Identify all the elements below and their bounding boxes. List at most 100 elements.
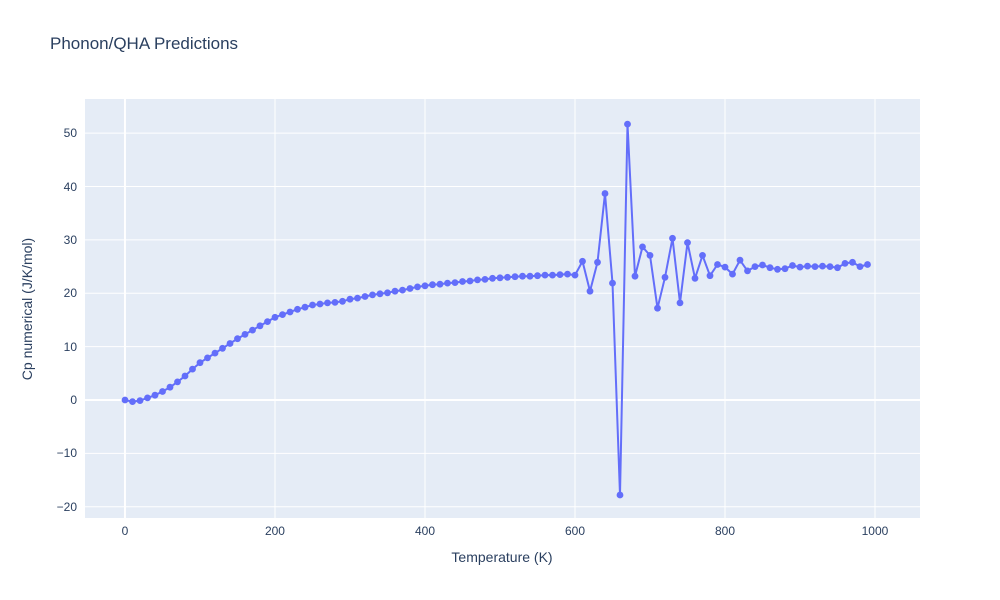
data-point[interactable] — [136, 397, 144, 404]
data-point[interactable] — [181, 372, 189, 380]
data-point[interactable] — [571, 271, 579, 279]
data-point[interactable] — [391, 287, 399, 295]
data-point[interactable] — [316, 300, 324, 308]
data-point[interactable] — [609, 279, 616, 287]
data-point[interactable] — [219, 344, 226, 352]
data-point[interactable] — [714, 261, 721, 268]
data-point[interactable] — [309, 301, 316, 309]
data-point[interactable] — [384, 289, 391, 297]
data-point[interactable] — [549, 271, 556, 279]
data-point[interactable] — [526, 272, 534, 280]
data-point[interactable] — [534, 272, 541, 280]
data-point[interactable] — [661, 273, 669, 281]
data-point[interactable] — [436, 280, 444, 288]
plot-canvas[interactable] — [85, 99, 920, 518]
data-point[interactable] — [256, 322, 264, 330]
data-point[interactable] — [579, 257, 586, 265]
data-point[interactable] — [586, 287, 594, 295]
data-point[interactable] — [129, 398, 136, 405]
data-point[interactable] — [511, 273, 519, 281]
data-point[interactable] — [234, 335, 241, 343]
data-point[interactable] — [796, 263, 804, 271]
data-point[interactable] — [301, 303, 309, 311]
data-point[interactable] — [294, 305, 301, 313]
data-point[interactable] — [174, 378, 181, 386]
data-point[interactable] — [564, 270, 571, 278]
data-point[interactable] — [676, 299, 684, 307]
data-point[interactable] — [466, 277, 474, 285]
data-point[interactable] — [789, 262, 796, 269]
data-point[interactable] — [804, 262, 811, 270]
data-point[interactable] — [594, 258, 601, 266]
data-point[interactable] — [339, 297, 346, 305]
data-point[interactable] — [826, 263, 834, 270]
data-point[interactable] — [226, 340, 234, 347]
data-point[interactable] — [834, 264, 841, 272]
data-point[interactable] — [196, 359, 204, 367]
data-point[interactable] — [736, 256, 744, 264]
data-point[interactable] — [504, 273, 511, 281]
data-point[interactable] — [631, 272, 639, 280]
data-point[interactable] — [279, 311, 286, 318]
data-point[interactable] — [159, 388, 166, 395]
data-point[interactable] — [684, 239, 691, 247]
data-point[interactable] — [541, 271, 549, 279]
data-point[interactable] — [151, 391, 159, 399]
data-point[interactable] — [429, 281, 436, 289]
data-point[interactable] — [354, 294, 361, 302]
data-point[interactable] — [691, 274, 699, 282]
data-point[interactable] — [444, 279, 451, 287]
data-point[interactable] — [729, 270, 736, 278]
data-point[interactable] — [414, 283, 421, 291]
data-point[interactable] — [286, 308, 294, 316]
data-point[interactable] — [856, 263, 864, 270]
data-point[interactable] — [361, 293, 369, 300]
data-point[interactable] — [556, 271, 564, 278]
data-point[interactable] — [706, 272, 714, 280]
data-point[interactable] — [601, 190, 609, 197]
data-point[interactable] — [421, 282, 429, 290]
data-point[interactable] — [249, 326, 256, 334]
data-point[interactable] — [369, 291, 376, 299]
data-point[interactable] — [759, 261, 766, 269]
data-point[interactable] — [811, 263, 819, 270]
data-point[interactable] — [264, 318, 271, 325]
data-point[interactable] — [624, 120, 631, 128]
data-point[interactable] — [721, 263, 729, 271]
data-point[interactable] — [474, 276, 481, 284]
data-point[interactable] — [166, 383, 174, 391]
data-point[interactable] — [406, 285, 414, 292]
data-point[interactable] — [781, 265, 789, 273]
data-point[interactable] — [241, 331, 249, 338]
data-point[interactable] — [189, 365, 196, 373]
data-point[interactable] — [819, 262, 826, 270]
data-point[interactable] — [699, 252, 706, 259]
data-point[interactable] — [346, 295, 354, 303]
data-point[interactable] — [144, 394, 151, 402]
data-point[interactable] — [211, 349, 219, 357]
data-point[interactable] — [519, 272, 526, 280]
data-point[interactable] — [459, 278, 466, 285]
data-point[interactable] — [864, 261, 871, 268]
data-point[interactable] — [399, 286, 406, 294]
data-point[interactable] — [751, 263, 759, 270]
data-point[interactable] — [744, 267, 751, 275]
data-point[interactable] — [841, 260, 849, 267]
data-point[interactable] — [774, 265, 781, 273]
data-point[interactable] — [376, 290, 384, 298]
data-point[interactable] — [331, 299, 339, 306]
data-point[interactable] — [766, 264, 774, 272]
data-point[interactable] — [121, 396, 129, 404]
data-point[interactable] — [489, 274, 496, 282]
data-point[interactable] — [496, 274, 504, 282]
data-point[interactable] — [669, 234, 676, 242]
data-point[interactable] — [849, 258, 856, 266]
data-point[interactable] — [639, 243, 646, 251]
data-point[interactable] — [324, 299, 331, 307]
data-point[interactable] — [646, 252, 654, 259]
data-point[interactable] — [451, 279, 459, 286]
data-point[interactable] — [204, 354, 211, 362]
data-point[interactable] — [616, 491, 624, 499]
data-point[interactable] — [271, 313, 279, 321]
data-point[interactable] — [654, 304, 661, 312]
